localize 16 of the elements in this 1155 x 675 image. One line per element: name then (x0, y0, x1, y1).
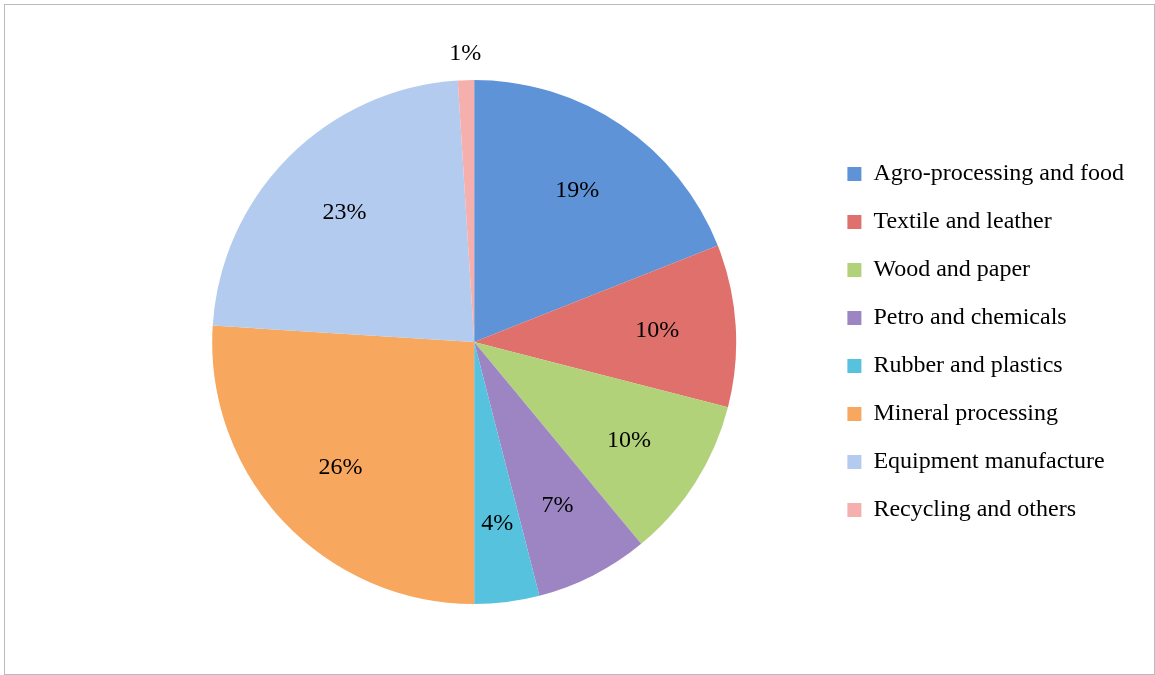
data-label: 10% (635, 315, 680, 342)
legend-label: Rubber and plastics (873, 351, 1063, 378)
legend-label: Petro and chemicals (873, 303, 1067, 330)
data-label: 23% (322, 197, 367, 224)
legend-label: Agro-processing and food (873, 159, 1124, 186)
data-label: 19% (555, 175, 600, 202)
legend-label: Wood and paper (873, 255, 1031, 282)
legend-label: Textile and leather (873, 207, 1052, 234)
legend-label: Recycling and others (873, 495, 1076, 522)
data-label: 10% (607, 425, 652, 452)
data-label: 7% (541, 490, 574, 517)
data-label: 4% (481, 509, 514, 536)
data-label: 26% (318, 452, 363, 479)
data-label: 1% (449, 39, 482, 66)
legend-label: Mineral processing (873, 399, 1059, 426)
legend-label: Equipment manufacture (873, 447, 1105, 474)
